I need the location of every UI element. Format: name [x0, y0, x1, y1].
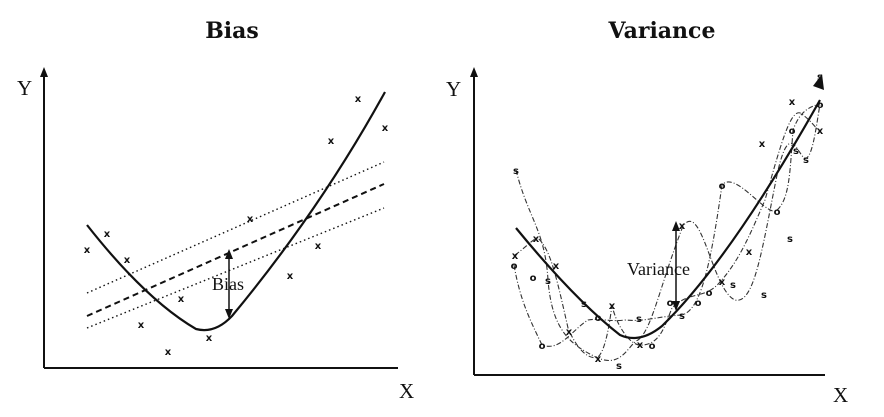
bias-point: x: [138, 320, 145, 331]
variance-marker-o: o: [511, 261, 518, 272]
variance-marker-x: x: [637, 340, 644, 351]
variance-marker-x: x: [817, 126, 824, 137]
variance-fit-o: [513, 103, 821, 347]
variance-marker-x: x: [759, 139, 766, 150]
variance-marker-x: x: [746, 247, 753, 258]
variance-title: Variance: [608, 18, 716, 44]
variance-marker-o: o: [539, 341, 546, 352]
variance-marker-x: x: [566, 327, 573, 338]
variance-x-label: X: [833, 383, 848, 407]
variance-marker-x: x: [533, 234, 540, 245]
variance-marker-o: o: [667, 298, 674, 309]
variance-x-markers: x x x x x x x x x x x x x: [512, 97, 824, 365]
variance-fit-x: [514, 112, 821, 359]
variance-marker-s: s: [545, 276, 551, 287]
bias-title: Bias: [205, 18, 259, 44]
bias-true-curve: [86, 91, 386, 332]
bias-point: x: [165, 347, 172, 358]
variance-marker-s: s: [616, 361, 622, 372]
variance-y-label: Y: [446, 77, 461, 101]
bias-y-label: Y: [17, 76, 32, 100]
variance-marker-s: s: [581, 299, 587, 310]
variance-marker-x: x: [789, 97, 796, 108]
bias-annotation: Bias: [212, 274, 244, 294]
bias-point: x: [287, 271, 294, 282]
bias-point: x: [355, 94, 362, 105]
bias-point: x: [328, 136, 335, 147]
variance-marker-s: s: [679, 311, 685, 322]
variance-marker-s: s: [793, 146, 799, 157]
variance-marker-s: s: [787, 234, 793, 245]
variance-true-curve: [515, 99, 821, 340]
bias-point: x: [178, 294, 185, 305]
bias-point: x: [247, 214, 254, 225]
variance-marker-s: s: [730, 280, 736, 291]
bias-point: x: [84, 245, 91, 256]
variance-annotation: Variance: [627, 259, 690, 279]
variance-marker-x: x: [719, 277, 726, 288]
variance-marker-o: o: [774, 207, 781, 218]
variance-fit-s: [515, 103, 821, 361]
variance-marker-o: o: [695, 298, 702, 309]
variance-marker-x: x: [609, 301, 616, 312]
variance-curve-arrowhead: [813, 74, 824, 90]
variance-marker-s: s: [803, 155, 809, 166]
variance-marker-o: o: [706, 288, 713, 299]
bias-x-label: X: [399, 379, 414, 403]
variance-marker-o: o: [789, 126, 796, 137]
variance-marker-o: o: [649, 341, 656, 352]
bias-data-points: x x x x x x x x x x x x x: [84, 94, 389, 358]
bias-point: x: [315, 241, 322, 252]
bias-point: x: [206, 333, 213, 344]
variance-marker-o: o: [817, 100, 824, 111]
variance-marker-x: x: [512, 251, 519, 262]
bias-mean-fit-line: [86, 183, 385, 317]
variance-marker-s: s: [513, 166, 519, 177]
variance-marker-x: x: [595, 354, 602, 365]
bias-panel: Bias Y X Bias x x x x x x x x x x x x x: [17, 18, 414, 403]
variance-s-markers: s s s s s s s s s s s s: [513, 72, 823, 372]
variance-marker-s: s: [817, 72, 823, 83]
bias-fit-upper-dotted: [86, 161, 385, 294]
variance-marker-o: o: [530, 273, 537, 284]
bias-point: x: [382, 123, 389, 134]
variance-panel: Variance Y X Variance s s s s s s s s s …: [446, 18, 848, 407]
variance-marker-s: s: [761, 290, 767, 301]
variance-marker-o: o: [719, 181, 726, 192]
bias-point: x: [124, 255, 131, 266]
variance-marker-s: s: [636, 314, 642, 325]
variance-marker-o: o: [595, 313, 602, 324]
variance-o-markers: o o o o o o o o o o o o: [511, 100, 824, 352]
variance-marker-x: x: [553, 261, 560, 272]
bias-point: x: [104, 229, 111, 240]
bias-fit-lower-dotted: [86, 207, 385, 329]
variance-marker-x: x: [679, 221, 686, 232]
